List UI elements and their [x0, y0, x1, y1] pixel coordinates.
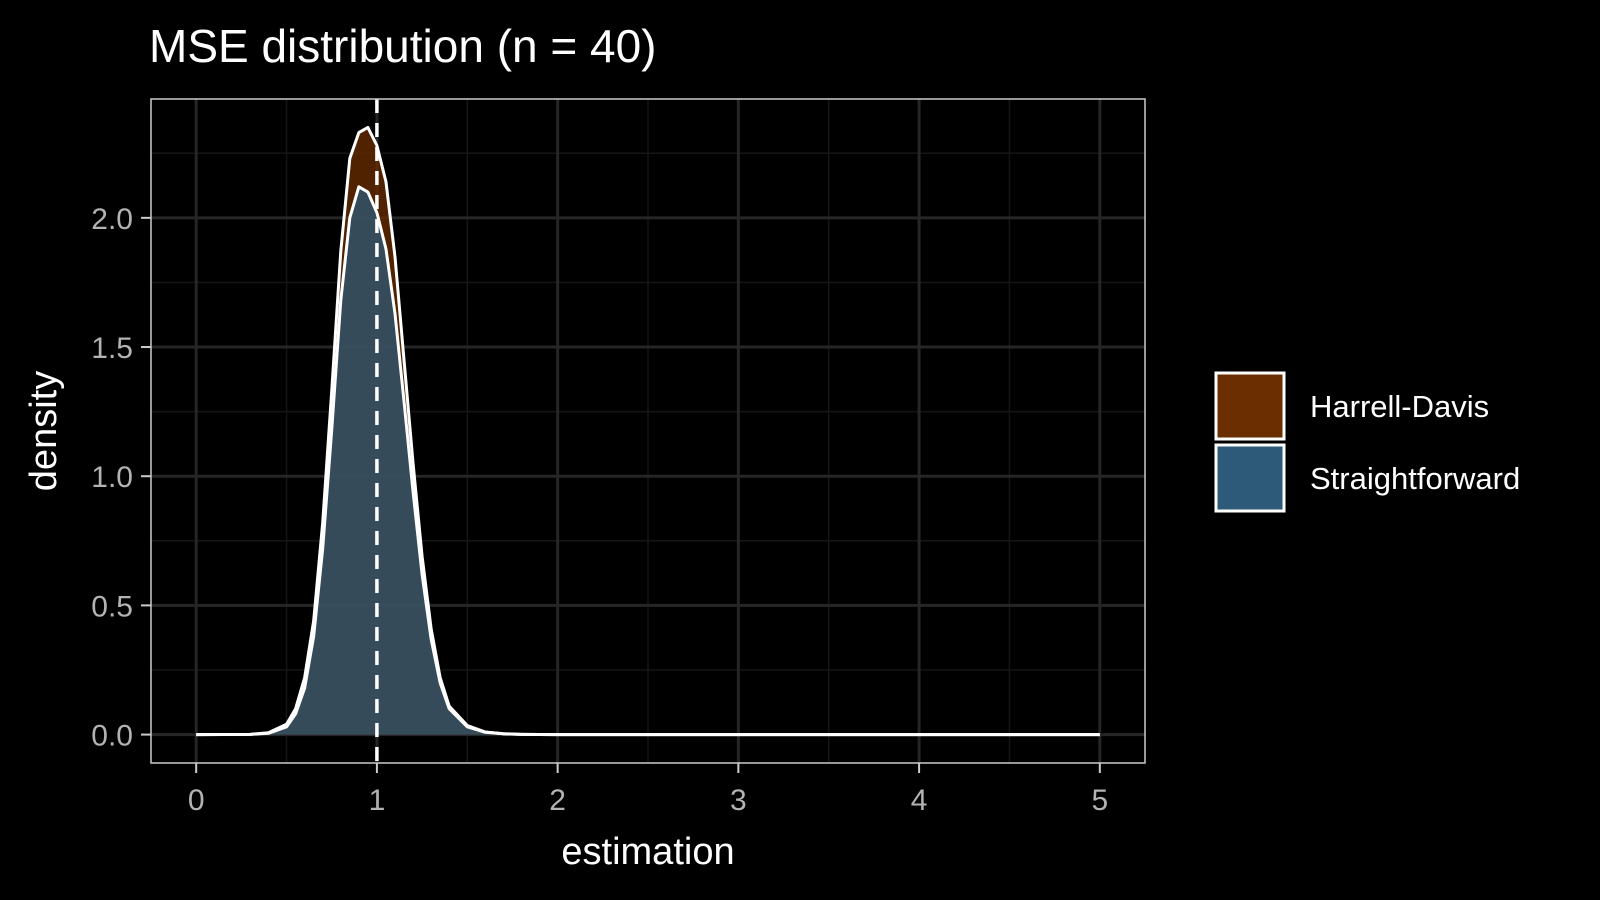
- legend-label: Harrell-Davis: [1310, 389, 1489, 424]
- density-line-straightforward: [196, 185, 1100, 737]
- x-tick-label: 3: [730, 784, 747, 817]
- x-tick-label: 2: [549, 784, 566, 817]
- legend-key: [1214, 371, 1286, 441]
- x-tick-label: 1: [369, 784, 386, 817]
- y-tick-label: 1.5: [91, 332, 133, 365]
- chart-title: MSE distribution (n = 40): [149, 20, 657, 72]
- density-outlines: [196, 125, 1100, 737]
- legend: Harrell-Davis Straightforward: [1214, 371, 1520, 513]
- y-tick-label: 0.0: [91, 720, 133, 753]
- legend-label: Straightforward: [1310, 461, 1520, 496]
- x-tick-label: 5: [1091, 784, 1108, 817]
- x-tick-label: 0: [188, 784, 205, 817]
- y-axis-title: density: [23, 371, 65, 491]
- y-tick-label: 0.5: [91, 590, 133, 623]
- x-tick-label: 4: [911, 784, 928, 817]
- x-axis-title: estimation: [561, 831, 734, 873]
- panel-border: [150, 98, 1146, 764]
- y-tick-label: 2.0: [91, 203, 133, 236]
- y-tick-label: 1.0: [91, 461, 133, 494]
- density-area-straightforward: [196, 186, 1100, 735]
- y-axis-ticks: 0.0 0.5 1.0 1.5 2.0: [91, 203, 151, 753]
- legend-key: [1214, 443, 1286, 513]
- x-axis-ticks: 0 1 2 3 4 5: [188, 763, 1108, 817]
